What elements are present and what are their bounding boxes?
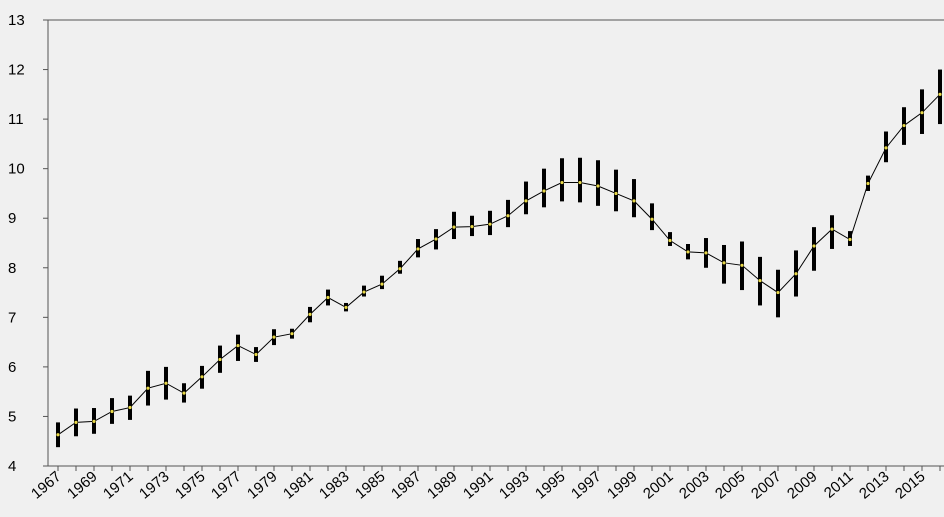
x-tick-label: 2015 (892, 468, 928, 502)
x-tick-label: 1987 (388, 468, 424, 502)
series-line-path (57, 93, 941, 436)
y-tick-label: 8 (8, 260, 16, 277)
x-tick-label: 1997 (568, 468, 604, 502)
y-axis-ticks: 4 5 6 7 8 9 10 11 12 13 (8, 12, 48, 475)
x-tick-label: 1975 (172, 468, 208, 502)
data-point (524, 199, 528, 203)
data-point (596, 184, 600, 188)
y-tick-label: 7 (8, 309, 16, 326)
data-point (884, 146, 888, 150)
data-point (200, 375, 204, 379)
data-point (146, 386, 150, 390)
data-point (92, 419, 96, 423)
data-point (632, 199, 636, 203)
data-points (56, 92, 942, 437)
data-point (362, 290, 366, 294)
error-bars (56, 69, 942, 448)
data-point (920, 111, 924, 115)
x-tick-label: 1985 (352, 468, 388, 502)
data-point (74, 420, 78, 424)
x-tick-label: 1991 (460, 468, 496, 502)
data-point (470, 225, 474, 229)
data-point (686, 250, 690, 254)
x-tick-label: 1979 (244, 468, 280, 502)
data-point (650, 217, 654, 221)
data-point (722, 261, 726, 265)
data-point (542, 189, 546, 193)
data-point (866, 181, 870, 186)
data-point (776, 290, 780, 295)
data-point (182, 391, 186, 395)
data-point (272, 335, 276, 339)
data-point (164, 381, 168, 385)
y-tick-label: 12 (8, 62, 25, 79)
x-tick-label: 1989 (424, 468, 460, 502)
x-tick-label: 2001 (640, 468, 676, 502)
data-point (740, 263, 744, 267)
y-tick-label: 6 (8, 359, 16, 376)
x-tick-label: 2005 (712, 468, 748, 502)
data-point (560, 180, 564, 185)
x-tick-label: 1993 (496, 468, 532, 502)
data-point (812, 244, 816, 248)
data-point (668, 238, 672, 243)
x-tick-label: 1995 (532, 468, 568, 502)
data-point (128, 405, 132, 410)
data-point (434, 237, 438, 241)
data-point (830, 227, 834, 231)
y-tick-label: 11 (8, 111, 24, 128)
data-point (704, 251, 708, 255)
data-point (416, 247, 420, 251)
x-tick-label: 1973 (136, 468, 172, 502)
x-axis-ticks: 1967 1969 1971 1973 1975 1977 1979 1981 1983 1985… (28, 466, 941, 503)
x-tick-label: 2003 (676, 468, 712, 502)
data-point (488, 222, 492, 226)
data-point (110, 409, 114, 414)
x-tick-label: 2011 (821, 468, 857, 502)
x-tick-label: 1981 (280, 468, 316, 502)
x-tick-label: 1983 (316, 468, 352, 502)
data-point (290, 332, 294, 336)
x-tick-label: 1971 (100, 468, 136, 502)
data-point (380, 282, 384, 286)
data-point (218, 357, 222, 362)
x-tick-label: 1969 (64, 468, 100, 502)
x-tick-label: 2013 (856, 468, 892, 502)
x-tick-label: 2007 (748, 468, 784, 502)
y-tick-label: 10 (8, 161, 25, 178)
x-tick-label: 1999 (604, 468, 640, 502)
data-point (506, 214, 510, 218)
data-point (56, 433, 60, 437)
data-point (848, 237, 852, 242)
data-point (254, 352, 258, 357)
data-point (326, 295, 330, 300)
data-point (794, 272, 798, 276)
series-line (57, 93, 941, 436)
data-point (938, 92, 942, 96)
y-tick-label: 4 (8, 458, 16, 475)
data-point (344, 305, 348, 310)
y-tick-label: 9 (8, 210, 16, 227)
data-point (902, 123, 906, 128)
data-point (452, 225, 456, 229)
data-point (578, 180, 582, 185)
x-tick-label: 1967 (28, 468, 64, 502)
axes (47, 19, 944, 467)
y-tick-label: 13 (8, 12, 25, 29)
x-tick-label: 2009 (784, 468, 820, 502)
data-point (398, 267, 402, 271)
x-tick-label: 1977 (208, 468, 244, 502)
data-point (614, 191, 618, 196)
data-point (758, 279, 762, 283)
data-point (236, 343, 240, 348)
data-point (308, 312, 312, 316)
y-tick-label: 5 (8, 408, 16, 425)
